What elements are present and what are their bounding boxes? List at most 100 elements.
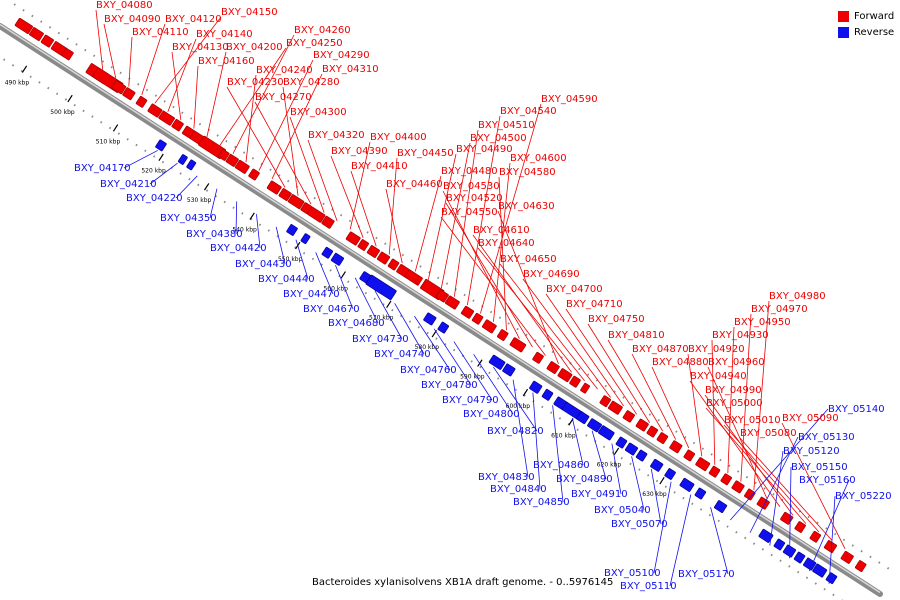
kbp-tick-label: 500 kbp [50,109,75,116]
forward-leader [289,116,325,213]
kbp-tick-label: 610 kbp [551,432,576,439]
reverse-gene [624,442,639,456]
forward-gene-label: BXY_04290 [313,50,370,61]
reverse-leader [789,466,792,559]
forward-leader [232,34,295,154]
forward-gene [460,305,475,319]
reverse-leader [275,226,286,265]
reverse-gene [529,380,543,394]
forward-gene [854,560,867,572]
forward-leader [565,308,637,415]
forward-leader [453,129,479,297]
forward-gene [404,269,423,286]
kbp-tick-label: 570 kbp [369,315,394,322]
forward-gene-label: BXY_04520 [446,193,503,204]
reverse-leader [552,405,564,503]
forward-gene-label: BXY_04540 [500,106,557,117]
forward-gene [695,457,711,472]
reverse-gene-label: BXY_05170 [678,569,735,580]
reverse-leader [473,354,514,415]
forward-gene [158,110,175,126]
reverse-leader [235,201,238,235]
forward-gene [40,34,54,48]
reverse-gene-label: BXY_04440 [258,274,315,285]
reverse-leader [749,436,799,533]
reverse-gene-label: BXY_05120 [783,446,840,457]
forward-gene [599,395,611,408]
forward-gene-label: BXY_04110 [132,27,189,38]
forward-gene [29,27,44,42]
forward-gene-label: BXY_04600 [510,153,567,164]
forward-gene [794,521,806,533]
reverse-gene-label: BXY_04780 [421,380,478,391]
forward-leader [493,162,511,322]
reverse-gene-label: BXY_04430 [235,259,292,270]
forward-leader [442,190,520,339]
forward-leader [477,247,585,381]
forward-gene [471,312,484,325]
reverse-gene-label: BXY_04790 [442,395,499,406]
forward-gene-label: BXY_04310 [322,64,379,75]
reverse-leader [175,175,198,199]
forward-gene [509,337,527,353]
forward-gene-label: BXY_04700 [546,284,603,295]
forward-gene-label: BXY_05000 [706,398,763,409]
reverse-gene-label: BXY_04860 [533,460,590,471]
forward-leader [499,263,598,390]
forward-gene [635,418,649,432]
forward-gene [376,251,391,265]
forward-gene-label: BXY_05010 [724,415,781,426]
reverse-gene-label: BXY_05150 [791,462,848,473]
forward-gene [669,440,683,454]
forward-gene-label: BXY_04230 [227,77,284,88]
kbp-tick-label: 520 kbp [141,168,166,175]
legend-forward: Forward [838,8,894,24]
reverse-leader [209,188,218,219]
forward-leader [753,300,770,491]
backbone-highlight [0,23,881,594]
forward-gene [557,368,573,383]
forward-gene-label: BXY_04920 [688,344,745,355]
reverse-gene [576,411,590,425]
kbp-tick [613,447,620,455]
forward-leader [727,326,735,474]
forward-gene [147,103,163,118]
reverse-leader [512,379,529,478]
forward-gene-label: BXY_05080 [740,428,797,439]
reverse-leader [123,150,158,169]
forward-leader [705,407,807,524]
forward-leader [95,9,104,70]
reverse-gene-label: BXY_04890 [556,474,613,485]
forward-leader [349,141,371,230]
forward-gene [481,319,497,334]
forward-gene [646,425,659,438]
reverse-gene-label: BXY_05110 [620,581,677,592]
forward-gene-label: BXY_04500 [470,133,527,144]
reverse-gene [330,252,344,266]
forward-gene-label: BXY_04950 [734,317,791,328]
reverse-gene [541,388,554,401]
reverse-gene-label: BXY_04730 [352,334,409,345]
forward-leader [497,210,559,365]
forward-leader [427,153,457,280]
forward-gene [357,239,370,251]
forward-gene [756,496,770,510]
kbp-tick-label: 550 kbp [278,256,303,263]
reverse-gene-label: BXY_05160 [799,475,856,486]
forward-swatch [838,10,849,22]
forward-gene [780,511,794,525]
forward-leader [631,353,677,440]
forward-gene-label: BXY_04870 [632,344,689,355]
forward-gene-label: BXY_04880 [652,357,709,368]
reverse-gene [286,224,298,236]
forward-gene-label: BXY_04930 [712,330,769,341]
forward-gene-label: BXY_04750 [588,314,645,325]
forward-gene-label: BXY_04650 [500,254,557,265]
kbp-tick [340,271,346,279]
kbp-tick-label: 540 kbp [232,227,257,234]
forward-leader [103,23,117,79]
forward-leader [258,59,314,171]
reverse-gene [679,477,695,492]
forward-gene [345,231,361,246]
